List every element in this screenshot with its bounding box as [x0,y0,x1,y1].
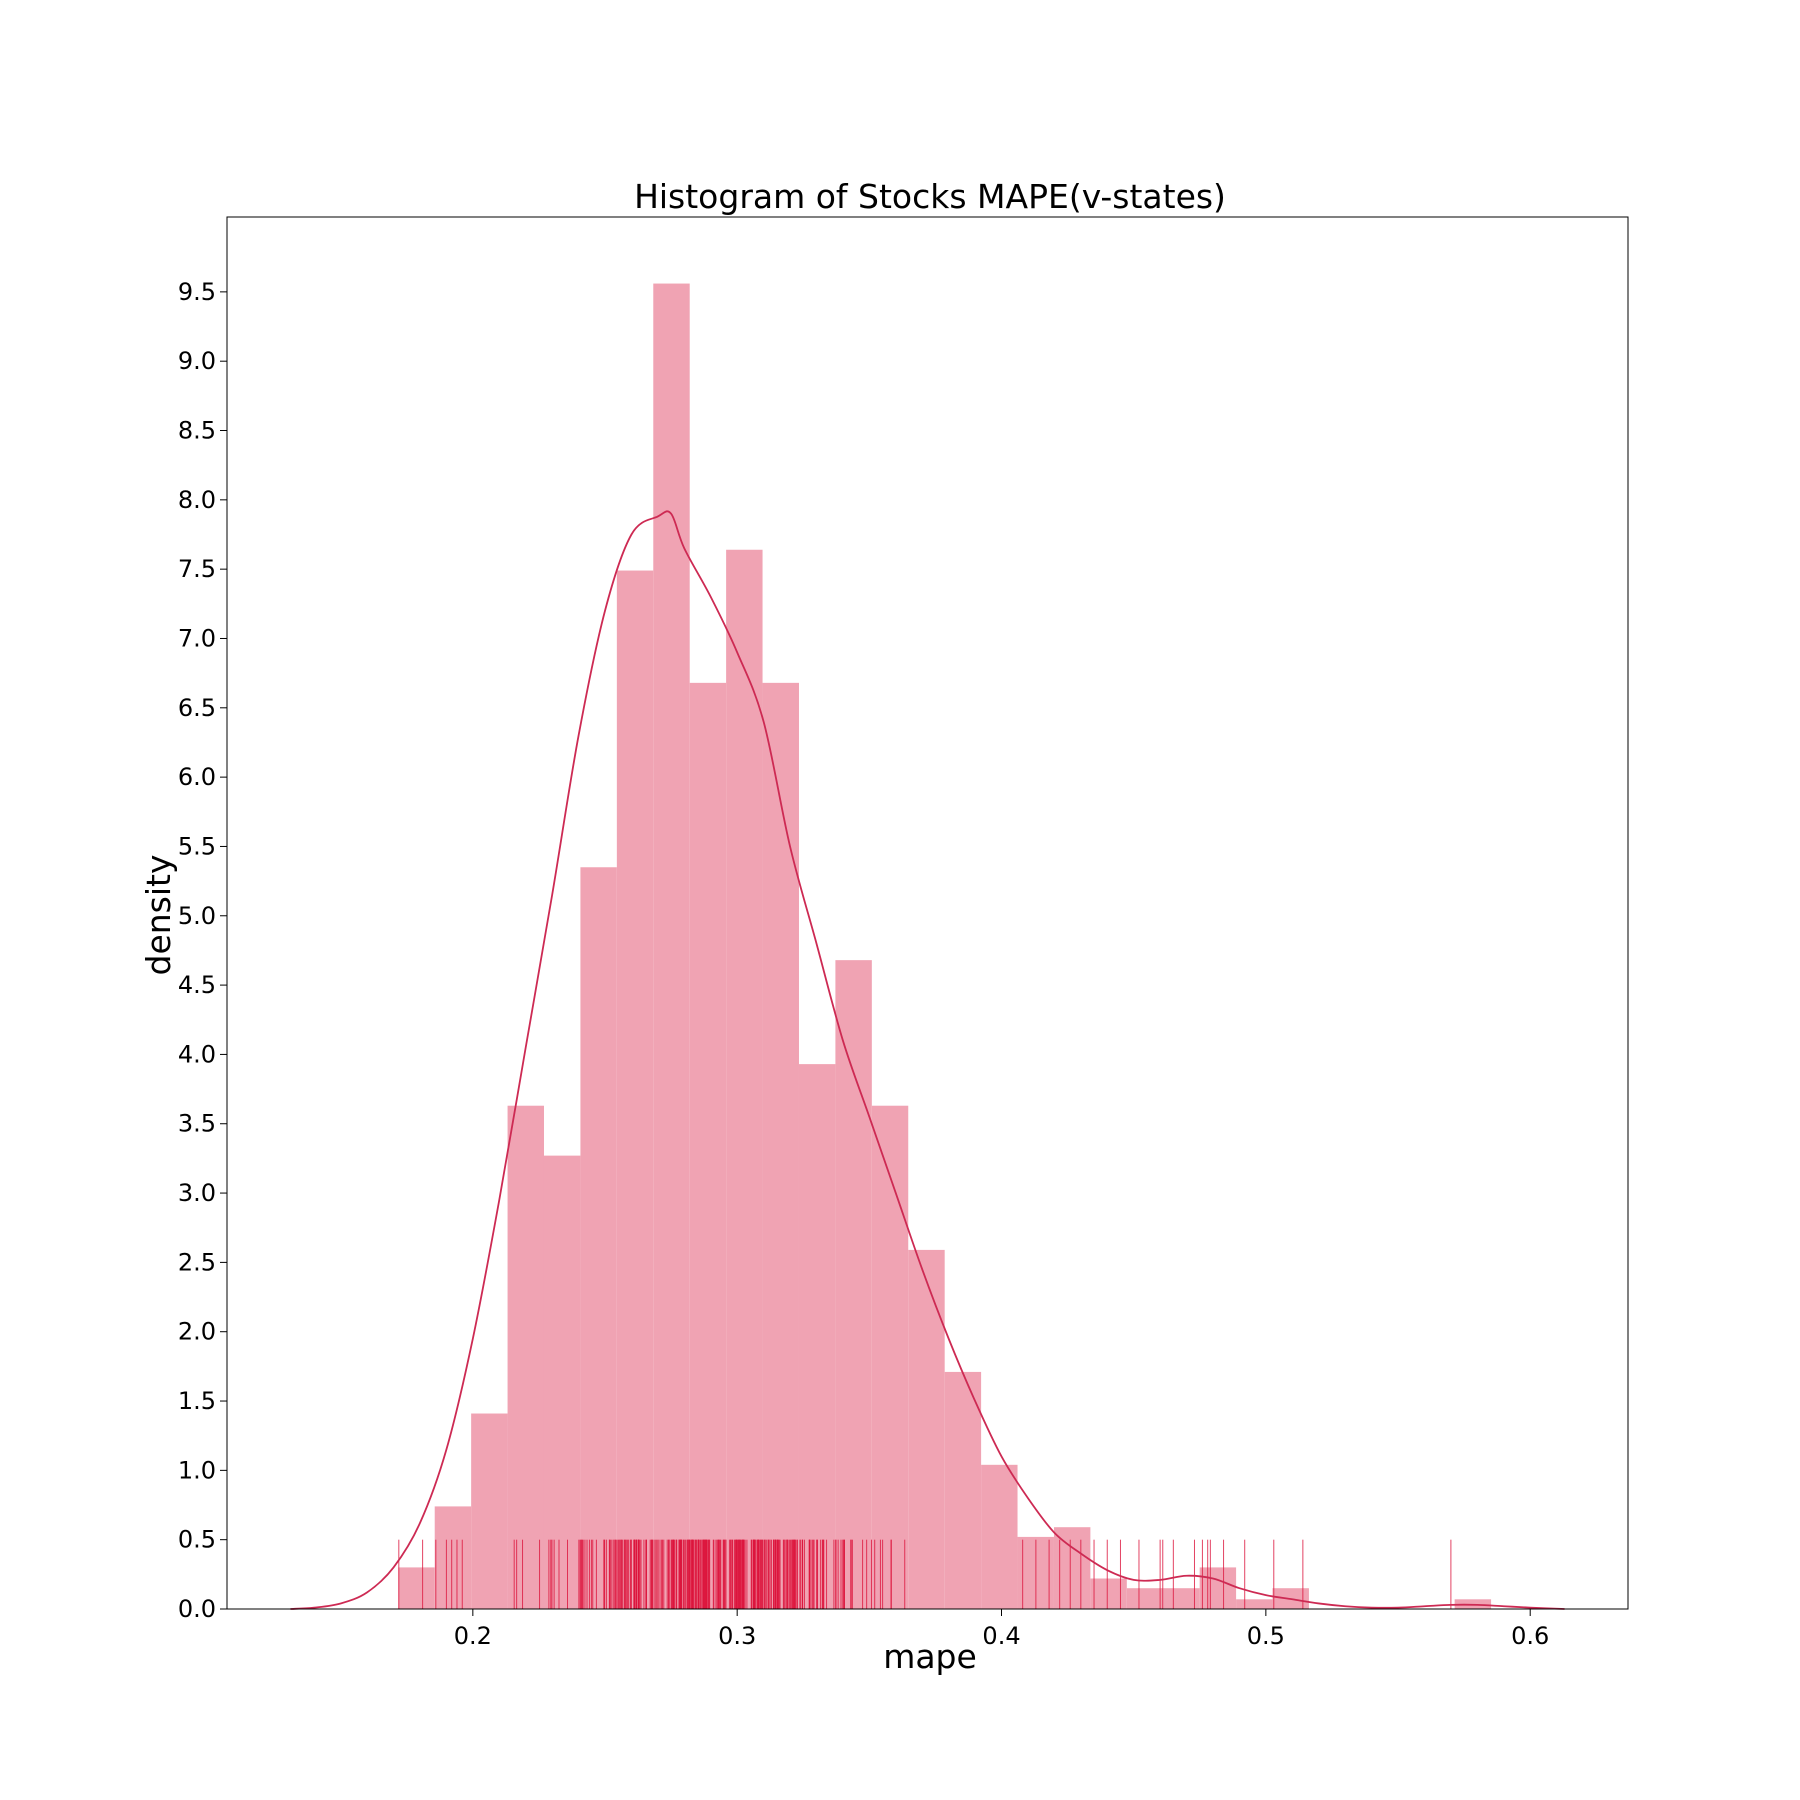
kde-curve [290,510,1565,1610]
y-tick-label: 3.0 [178,1179,216,1207]
x-tick-label: 0.4 [982,1622,1020,1650]
histogram-bar [1236,1599,1273,1609]
y-tick-label: 1.0 [178,1456,216,1484]
histogram-bar [1163,1588,1200,1609]
x-tick-label: 0.6 [1511,1622,1549,1650]
y-tick-label: 4.0 [178,1040,216,1068]
y-tick-label: 4.5 [178,971,216,999]
y-tick-label: 0.5 [178,1526,216,1554]
y-tick-label: 6.0 [178,763,216,791]
histogram-bar [1199,1567,1237,1609]
y-tick-label: 8.5 [178,417,216,445]
histogram-bar [1090,1578,1127,1609]
y-tick-label: 9.0 [178,347,216,375]
x-tick-label: 0.5 [1247,1622,1285,1650]
histogram-bar [762,682,799,1609]
histogram-bar [653,283,690,1609]
x-axis-label: mape [883,1637,977,1676]
y-tick-label: 8.0 [178,486,216,514]
y-tick-label: 5.5 [178,832,216,860]
y-tick-label: 5.0 [178,902,216,930]
y-axis-label: density [139,855,178,976]
histogram-bar [1126,1588,1164,1609]
x-tick-label: 0.3 [718,1622,756,1650]
histogram-bar [434,1506,472,1609]
y-tick-label: 9.5 [178,278,216,306]
histogram-bars [398,283,1492,1609]
y-tick-label: 6.5 [178,694,216,722]
histogram-bar [871,1105,909,1609]
chart-title: Histogram of Stocks MAPE(v-states) [634,177,1226,216]
histogram-bar [908,1249,945,1609]
rug-plot [398,1539,1452,1609]
y-axis: 0.0 0.5 1.0 1.5 2.0 2.5 3.0 3.5 4.0 4.5 5.0 5.5 6.0 6… [178,278,227,1623]
histogram-bar [471,1413,508,1609]
histogram-bar [580,867,617,1609]
y-tick-label: 2.0 [178,1318,216,1346]
histogram-bar [835,960,872,1609]
histogram-bar [543,1155,581,1609]
kde-curve-group [290,510,1565,1610]
y-tick-label: 0.0 [178,1595,216,1623]
y-tick-label: 7.5 [178,555,216,583]
histogram-bar [981,1464,1018,1609]
y-tick-label: 7.0 [178,624,216,652]
histogram-bar [507,1105,544,1609]
histogram-bar [944,1371,982,1609]
histogram-bar [398,1567,435,1609]
y-tick-label: 1.5 [178,1387,216,1415]
y-tick-label: 3.5 [178,1110,216,1138]
histogram-bar [726,549,763,1609]
y-tick-label: 2.5 [178,1248,216,1276]
plot-frame [226,216,1629,1610]
histogram-bar [616,570,654,1609]
histogram-bar [798,1064,836,1609]
histogram-bar [689,682,727,1609]
x-axis: 0.2 0.3 0.4 0.5 0.6 [454,1609,1549,1650]
x-tick-label: 0.2 [454,1622,492,1650]
